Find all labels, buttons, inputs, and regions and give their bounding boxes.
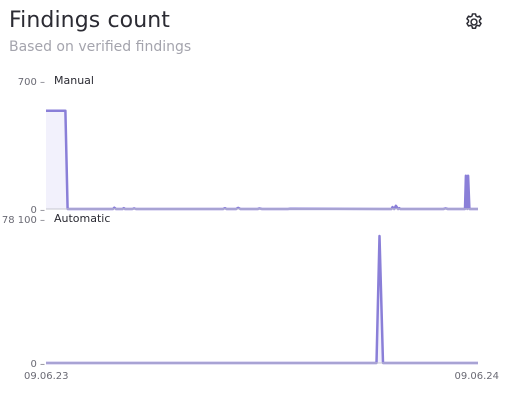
automatic-y-tick-zero: 0 – bbox=[30, 359, 45, 370]
automatic-series-label: Automatic bbox=[54, 212, 110, 225]
settings-button[interactable] bbox=[463, 11, 485, 33]
gear-icon bbox=[466, 13, 482, 29]
manual-y-tick-max: 700 – bbox=[18, 77, 45, 88]
manual-line bbox=[46, 109, 478, 211]
x-axis-end-label: 09.06.24 bbox=[454, 371, 499, 382]
automatic-line bbox=[46, 234, 478, 365]
manual-chart: Manual 700 – 0 – bbox=[18, 74, 478, 216]
automatic-y-tick-max: 78 100 – bbox=[2, 215, 45, 226]
manual-area bbox=[46, 110, 478, 209]
automatic-chart: Automatic 78 100 – 0 – bbox=[2, 212, 478, 370]
widget-title: Findings count bbox=[9, 8, 171, 33]
manual-series-label: Manual bbox=[54, 74, 94, 87]
widget-subtitle: Based on verified findings bbox=[9, 39, 192, 55]
manual-y-tick-zero: 0 – bbox=[30, 205, 45, 216]
automatic-area bbox=[46, 236, 478, 363]
x-axis-start-label: 09.06.23 bbox=[24, 371, 69, 382]
